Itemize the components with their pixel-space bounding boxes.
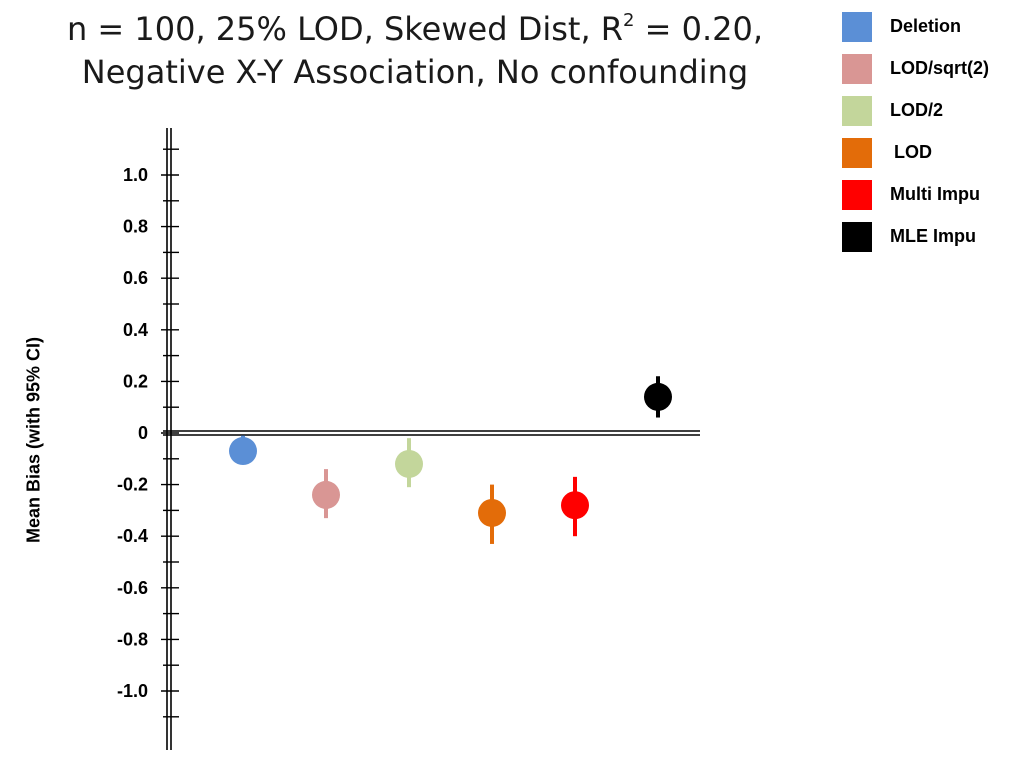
y-tick-label: 1.0: [123, 165, 148, 185]
mean-point: [478, 498, 506, 527]
title-line2: Negative X-Y Association, No confounding: [81, 53, 749, 91]
legend-item: LOD/2: [842, 96, 1022, 126]
legend-item: Multi Impu: [842, 180, 1022, 210]
legend-swatch: [842, 180, 872, 210]
legend-swatch: [842, 222, 872, 252]
legend-label: LOD: [894, 142, 932, 162]
y-tick-label: -0.2: [117, 475, 148, 495]
legend-item: MLE Impu: [842, 222, 1022, 252]
legend-item: Deletion: [842, 12, 1022, 42]
y-tick-label: -0.4: [117, 526, 148, 546]
legend-swatch: [842, 96, 872, 126]
legend-swatch: [842, 12, 872, 42]
y-tick-label: 0.4: [123, 320, 148, 340]
legend-label: MLE Impu: [890, 226, 976, 246]
y-tick-label: -1.0: [117, 681, 148, 701]
legend-label: LOD/2: [890, 100, 944, 120]
legend-label: LOD/sqrt(2): [890, 58, 989, 78]
legend-swatch: [842, 54, 872, 84]
y-tick-label: 0: [138, 423, 148, 443]
mean-point: [644, 382, 672, 411]
legend-item: LOD: [842, 138, 1022, 168]
mean-point: [395, 449, 423, 478]
legend-label: Deletion: [890, 16, 962, 36]
mean-point: [229, 437, 257, 466]
y-tick-label: 0.2: [123, 371, 148, 391]
chart-title: n = 100, 25% LOD, Skewed Dist, R2 = 0.20…: [10, 8, 820, 94]
legend-swatch: [842, 138, 872, 168]
title-line1-text: n = 100, 25% LOD, Skewed Dist, R: [66, 10, 624, 48]
y-tick-label: 0.8: [123, 217, 148, 237]
y-tick-label: -0.8: [117, 629, 148, 649]
y-tick-label: -0.6: [117, 578, 148, 598]
y-axis-label: Mean Bias (with 95% CI): [23, 336, 44, 544]
title-superscript: 2: [623, 10, 635, 31]
legend-item: LOD/sqrt(2): [842, 54, 1022, 84]
title-line1-suffix: = 0.20,: [634, 10, 764, 48]
legend-label: Multi Impu: [890, 184, 980, 204]
mean-point: [561, 491, 589, 520]
y-tick-label: 0.6: [123, 268, 148, 288]
mean-point: [312, 480, 340, 509]
